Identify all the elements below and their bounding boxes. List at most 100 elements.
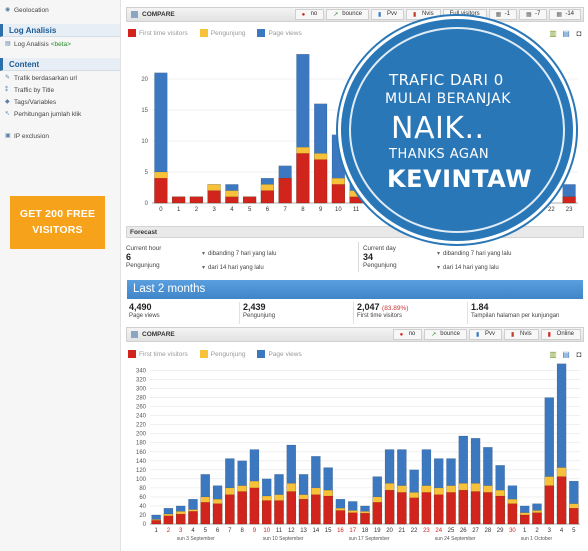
- legend-item[interactable]: Pengunjung: [199, 29, 245, 37]
- x-tick-label: 6: [216, 528, 220, 534]
- x-tick-label: 0: [159, 207, 163, 213]
- sidebar-item-label: Perhitungan jumlah klik: [14, 110, 82, 118]
- first-time-bar: [331, 184, 345, 204]
- overlay-badge: TRAFIC DARI 0 MULAI BERANJAK NAIK.. THAN…: [338, 16, 576, 244]
- current-day-unit: Pengunjung: [363, 262, 397, 269]
- y-tick-label: 140: [136, 459, 147, 465]
- line-chart-icon[interactable]: ▤: [562, 29, 570, 38]
- chart-tools-bottom: ▥ ▤ ◘: [545, 350, 584, 360]
- y-tick-label: 5: [145, 170, 149, 176]
- compare-nvis-button[interactable]: ▮ Nvis: [503, 329, 539, 340]
- stat-page-views: 4,490 Page views: [129, 302, 160, 319]
- sidebar-item-ip-exclusion[interactable]: ▣ IP exclusion: [0, 130, 120, 142]
- first-time-bar: [446, 492, 456, 525]
- compare-no-button[interactable]: ● no: [392, 329, 423, 340]
- promo-line-1: GET 200 FREE: [19, 208, 96, 220]
- x-tick-label: 29: [497, 528, 504, 534]
- trend-icon: ▾: [437, 265, 441, 271]
- legend-item[interactable]: Page views: [257, 350, 302, 358]
- overlay-line-4: THANKS AGAN: [389, 147, 490, 162]
- trend-icon: ▾: [437, 251, 441, 257]
- x-tick-label: 16: [337, 528, 344, 534]
- current-day-value: 34: [363, 252, 374, 262]
- compare-online-button[interactable]: ▮ Online: [540, 329, 581, 340]
- sidebar-item-geolocation[interactable]: ◉ Geolocation: [0, 4, 120, 16]
- first-time-bar: [225, 494, 235, 525]
- x-tick-label: 23: [566, 207, 573, 213]
- bar-chart-icon[interactable]: ▥: [549, 350, 557, 359]
- x-tick-label: 4: [230, 207, 234, 213]
- compare-bounce-button[interactable]: ↗ bounce: [424, 329, 467, 340]
- first-time-bar: [189, 196, 203, 204]
- x-tick-label: 2: [195, 207, 199, 213]
- calendar-icon: ▦: [525, 11, 532, 18]
- compare-minus14-button[interactable]: ▦ -14: [549, 9, 581, 20]
- daily-chart: 0 20 40 60 80 100 120 140 160 180 200 220 240 260 280 3…: [126, 362, 584, 548]
- sidebar-item-label: IP exclusion: [14, 132, 49, 140]
- line-chart-icon[interactable]: ▤: [562, 350, 570, 359]
- x-tick-label: 18: [362, 528, 369, 534]
- current-hour-label: Current hour: [126, 245, 162, 252]
- compare-no-button[interactable]: ● no: [294, 9, 325, 20]
- sidebar-item-label: Geolocation: [14, 6, 49, 14]
- legend-swatch: [257, 29, 266, 37]
- sidebar-section-log-analisis: Log Analisis: [0, 24, 120, 37]
- sidebar-item-klik[interactable]: ↖ Perhitungan jumlah klik: [0, 108, 120, 120]
- first-time-bar: [458, 489, 469, 525]
- bar-chart-icon[interactable]: ▥: [549, 29, 557, 38]
- y-tick-label: 200: [136, 432, 147, 438]
- first-time-bar: [163, 515, 174, 525]
- x-tick-label: 3: [179, 528, 183, 534]
- first-time-bar: [544, 485, 555, 525]
- x-tick-label: 23: [423, 528, 430, 534]
- first-time-bar: [323, 495, 333, 525]
- first-time-bar: [237, 491, 247, 525]
- online-icon: ▮: [547, 331, 551, 338]
- no-icon: ●: [399, 331, 404, 338]
- compare-pvv-button[interactable]: ▮ Pvv: [468, 329, 502, 340]
- legend-item[interactable]: First time visitors: [128, 350, 188, 358]
- x-tick-label: 8: [240, 528, 244, 534]
- first-time-bar: [278, 177, 292, 204]
- legend-item[interactable]: First time visitors: [128, 29, 188, 37]
- promo-banner[interactable]: GET 200 FREE VISITORS: [10, 196, 105, 249]
- x-tick-label: 19: [374, 528, 381, 534]
- first-time-bar: [519, 514, 530, 525]
- legend-item[interactable]: Page views: [257, 29, 302, 37]
- nvis-icon: ▮: [510, 331, 515, 338]
- y-tick-label: 10: [141, 139, 148, 145]
- compare-minus1-button[interactable]: ▦ -1: [488, 9, 517, 20]
- sidebar-item-tags[interactable]: ◆ Tags/Variables: [0, 96, 120, 108]
- beta-badge: <beta>: [50, 40, 71, 48]
- y-tick-label: 0: [143, 522, 147, 528]
- trend-icon: ▾: [202, 265, 206, 271]
- sidebar-section-content: Content: [0, 58, 120, 71]
- compare-title: COMPARE: [142, 11, 175, 18]
- sidebar-item-log-analisis[interactable]: ▤ Log Analisis <beta>: [0, 38, 120, 50]
- first-time-bar: [384, 489, 395, 525]
- log-icon: ▤: [5, 41, 11, 47]
- x-tick-label: 17: [349, 528, 356, 534]
- first-time-bar: [260, 190, 274, 204]
- compare-bounce-button[interactable]: ↗ bounce: [326, 9, 369, 20]
- x-tick-label: 11: [276, 528, 283, 534]
- bounce-icon: ↗: [431, 331, 437, 338]
- y-tick-label: 15: [141, 108, 148, 114]
- y-tick-label: 160: [136, 450, 147, 456]
- compare-pvv-button[interactable]: ▮ Pvv: [370, 9, 404, 20]
- sidebar-item-trafik-url[interactable]: ✎ Trafik berdasarkan url: [0, 72, 120, 84]
- first-time-bar: [532, 512, 542, 525]
- first-time-bar: [212, 503, 223, 525]
- camera-icon[interactable]: ◘: [576, 350, 582, 359]
- x-tick-label: 24: [435, 528, 442, 534]
- compare-minus7-button[interactable]: ▦ -7: [518, 9, 548, 20]
- trend-icon: ▾: [202, 251, 206, 257]
- legend-item[interactable]: Pengunjung: [199, 350, 245, 358]
- x-tick-label: 5: [572, 528, 576, 534]
- bounce-icon: ↗: [333, 11, 339, 18]
- tag-icon: ◆: [5, 99, 10, 105]
- sidebar-item-traffic-title[interactable]: ⁑ Traffic by Title: [0, 84, 120, 96]
- x-tick-label: 4: [191, 528, 195, 534]
- camera-icon[interactable]: ◘: [576, 29, 582, 38]
- x-tick-label: 15: [325, 528, 332, 534]
